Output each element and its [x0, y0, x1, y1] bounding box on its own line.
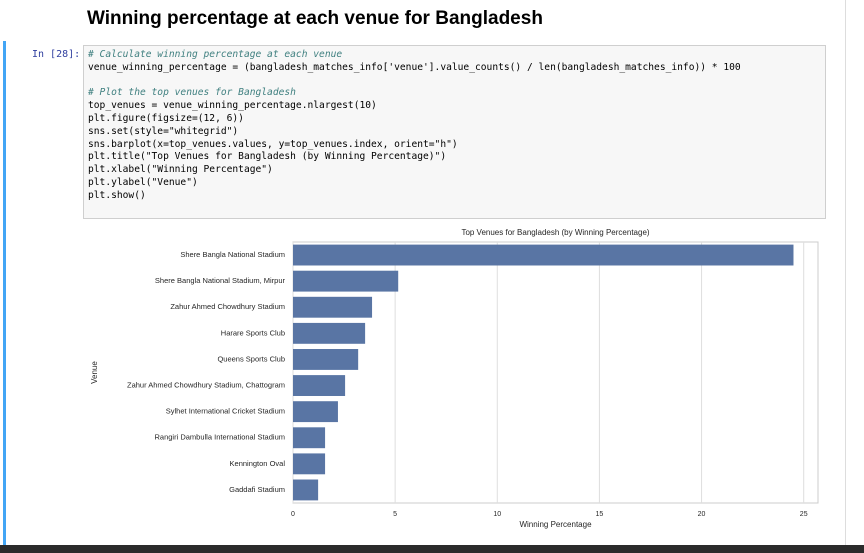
code-line: plt.xlabel("Winning Percentage"): [88, 164, 273, 176]
x-tick-label: 0: [291, 511, 295, 518]
bar: [293, 479, 319, 501]
code-line: # Calculate winning percentage at each v…: [88, 49, 343, 60]
code-line: top_venues = venue_winning_percentage.nl…: [88, 100, 377, 112]
y-tick-label: Shere Bangla National Stadium: [180, 250, 285, 259]
code-editor[interactable]: # Calculate winning percentage at each v…: [83, 45, 826, 219]
bar: [293, 401, 338, 423]
y-tick-label: Queens Sports Club: [217, 354, 285, 363]
cell-selection-bar: [3, 41, 6, 545]
markdown-heading: Winning percentage at each venue for Ban…: [87, 8, 543, 29]
bar: [293, 270, 399, 292]
code-line: # Plot the top venues for Bangladesh: [88, 87, 296, 99]
chart-title: Top Venues for Bangladesh (by Winning Pe…: [461, 228, 649, 237]
code-line: sns.set(style="whitegrid"): [88, 125, 239, 137]
y-tick-label: Shere Bangla National Stadium, Mirpur: [155, 276, 286, 285]
x-tick-label: 5: [393, 511, 397, 518]
y-tick-label: Rangiri Dambulla International Stadium: [155, 433, 286, 442]
y-tick-label: Sylhet International Cricket Stadium: [166, 407, 285, 416]
code-line: plt.show(): [88, 189, 146, 201]
y-tick-label: Gaddafi Stadium: [229, 485, 285, 494]
y-tick-label: Kennington Oval: [230, 459, 286, 468]
notebook-frame: [845, 0, 846, 545]
x-tick-label: 15: [596, 511, 604, 518]
cell-prompt: In [28]:: [32, 49, 81, 60]
x-axis-label: Winning Percentage: [519, 520, 592, 529]
x-tick-label: 20: [698, 511, 706, 518]
code-line: plt.figure(figsize=(12, 6)): [88, 112, 244, 124]
y-axis-label: Venue: [90, 361, 99, 384]
x-tick-label: 10: [493, 511, 501, 518]
taskbar: [0, 545, 864, 553]
x-tick-label: 25: [800, 511, 808, 518]
bar: [293, 453, 326, 475]
y-tick-label: Harare Sports Club: [221, 328, 285, 337]
code-line: sns.barplot(x=top_venues.values, y=top_v…: [88, 138, 458, 150]
code-line: plt.title("Top Venues for Bangladesh (by…: [88, 151, 447, 163]
bar: [293, 244, 794, 266]
bar: [293, 322, 366, 344]
bar: [293, 349, 359, 370]
bar: [293, 296, 373, 318]
code-line: plt.ylabel("Venue"): [88, 176, 198, 188]
y-tick-label: Zahur Ahmed Chowdhury Stadium: [170, 302, 285, 311]
bar: [293, 375, 346, 396]
code-line: venue_winning_percentage = (bangladesh_m…: [88, 61, 741, 73]
bar: [293, 427, 326, 449]
y-tick-label: Zahur Ahmed Chowdhury Stadium, Chattogra…: [127, 381, 285, 390]
